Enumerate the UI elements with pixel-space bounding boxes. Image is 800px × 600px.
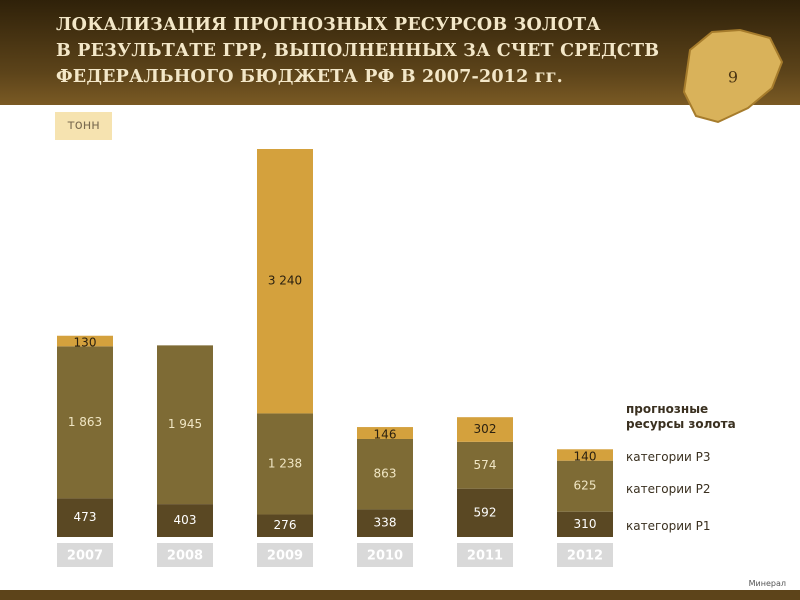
value-label: 574 <box>474 458 497 472</box>
year-box <box>557 543 613 567</box>
x-tick-label: 2010 <box>367 549 403 564</box>
x-tick-label: 2012 <box>567 549 603 564</box>
value-label: 146 <box>374 428 397 442</box>
bar-segment <box>57 335 113 347</box>
page-number: 9 <box>728 68 738 87</box>
value-label: 1 863 <box>68 415 102 429</box>
value-label: 1 238 <box>268 456 302 470</box>
bar-segment <box>257 514 313 537</box>
bar-segment <box>57 346 113 499</box>
header <box>0 0 800 105</box>
year-box <box>57 543 113 567</box>
x-tick-label: 2007 <box>67 549 103 564</box>
bar-segment <box>557 460 613 512</box>
value-label: 403 <box>174 513 197 527</box>
bar-segment <box>257 413 313 515</box>
chart-title: ЛОКАЛИЗАЦИЯ ПРОГНОЗНЫХ РЕСУРСОВ ЗОЛОТА В… <box>56 15 660 87</box>
year-box <box>257 543 313 567</box>
x-tick-label: 2009 <box>267 549 303 564</box>
bar-segment <box>557 449 613 461</box>
value-label: 473 <box>74 510 97 524</box>
legend-entry: категории Р1 <box>626 519 711 533</box>
bar-segment <box>157 345 213 505</box>
value-label: 625 <box>574 479 597 493</box>
bar-segment <box>357 509 413 537</box>
value-label: 276 <box>274 518 297 532</box>
bar-segment <box>157 504 213 537</box>
year-box <box>457 543 513 567</box>
bar-segment <box>457 441 513 489</box>
value-label: 302 <box>474 422 497 436</box>
footer: Минерал <box>748 579 786 588</box>
value-label: 1 945 <box>168 417 202 431</box>
bar-segment <box>357 438 413 510</box>
x-tick-label: 2008 <box>167 549 203 564</box>
bar-segment <box>357 427 413 439</box>
legend-entry: категории Р2 <box>626 482 711 496</box>
bar-segment <box>557 511 613 537</box>
value-label: 338 <box>374 516 397 530</box>
bar-segment <box>457 488 513 537</box>
value-label: 130 <box>74 336 97 350</box>
value-label: 592 <box>474 505 497 519</box>
bar-segment <box>457 417 513 442</box>
unit-label: тонн <box>55 112 112 140</box>
year-box <box>157 543 213 567</box>
year-box <box>357 543 413 567</box>
value-label: 140 <box>574 449 597 463</box>
value-label: 863 <box>374 467 397 481</box>
value-label: 3 240 <box>268 274 302 288</box>
x-tick-label: 2011 <box>467 549 503 564</box>
footer-bar <box>0 590 800 600</box>
bar-segment <box>257 149 313 414</box>
bar-segment <box>57 498 113 537</box>
legend-entry: категории Р3 <box>626 450 711 464</box>
legend-title: прогнозные ресурсы золота <box>626 402 736 431</box>
gold-nugget <box>682 28 784 124</box>
value-label: 310 <box>574 517 597 531</box>
